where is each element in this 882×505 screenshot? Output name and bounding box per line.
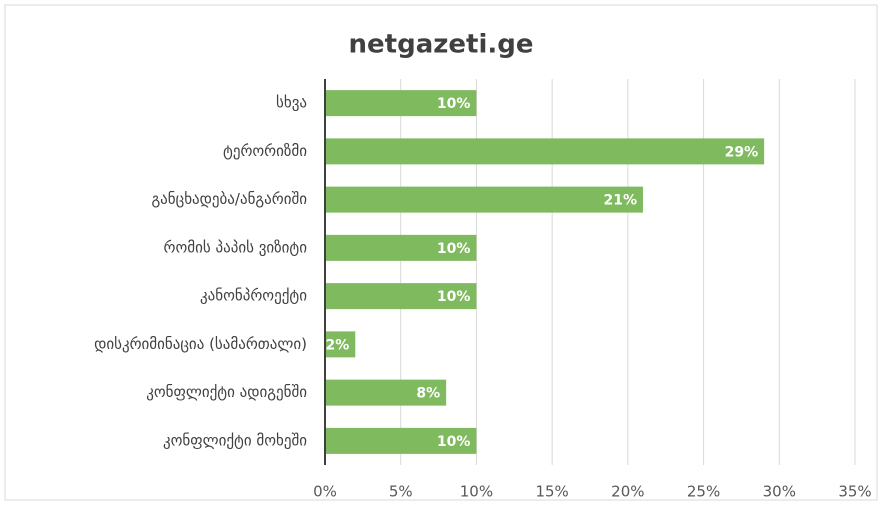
data-label: 8% [416, 386, 440, 402]
bar [325, 427, 477, 454]
bar [325, 90, 477, 117]
data-label: 10% [437, 289, 471, 305]
bar [325, 331, 356, 358]
x-tick-label: 0% [313, 483, 337, 501]
y-tick-label: დისკრიმინაცია (სამართალი) [94, 335, 307, 353]
data-label: 21% [603, 193, 637, 209]
y-tick-label: რომის პაპის ვიზიტი [164, 238, 308, 256]
x-tick-label: 15% [535, 483, 568, 501]
data-label: 10% [437, 434, 471, 450]
x-tick-label: 30% [763, 483, 796, 501]
bar [325, 138, 765, 165]
y-tick-label: სხვა [276, 94, 307, 112]
y-tick-label: კონფლიქტი მოხეში [163, 431, 307, 449]
data-label: 2% [326, 337, 350, 353]
data-label: 10% [437, 96, 471, 112]
data-label: 10% [437, 241, 471, 257]
x-tick-label: 35% [838, 483, 871, 501]
x-tick-label: 5% [389, 483, 413, 501]
x-tick-label: 25% [687, 483, 720, 501]
y-tick-label: კონფლიქტი ადიგენში [146, 383, 307, 401]
y-tick-label: განცხადება/ანგარიში [151, 190, 307, 208]
y-tick-label: კანონპროექტი [200, 287, 307, 305]
bar [325, 379, 447, 406]
y-tick-label: ტერორიზმი [223, 142, 307, 160]
x-tick-label: 10% [460, 483, 493, 501]
bar [325, 186, 643, 213]
data-label: 29% [725, 144, 759, 160]
x-tick-label: 20% [611, 483, 644, 501]
bar [325, 283, 477, 310]
chart-title: netgazeti.ge [349, 30, 534, 60]
bar [325, 234, 477, 261]
